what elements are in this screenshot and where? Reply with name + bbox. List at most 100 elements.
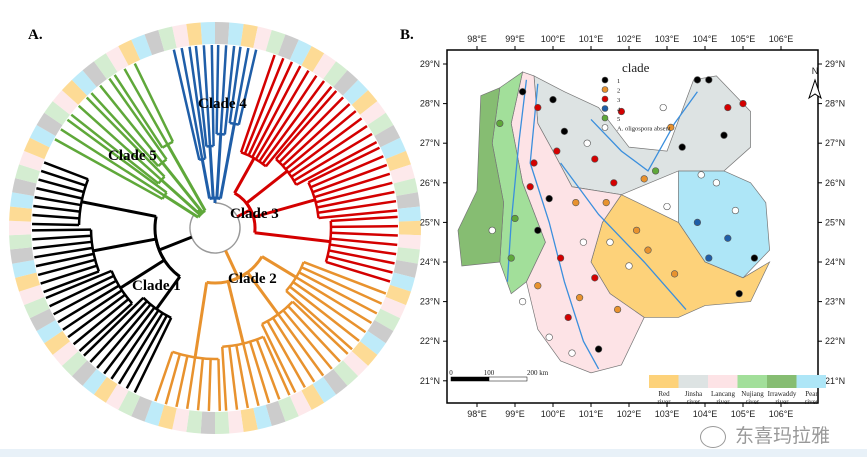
- tip-label-band: [351, 90, 378, 115]
- river-word: river: [775, 398, 789, 406]
- tip-branch: [303, 260, 387, 295]
- river-name: Jinsha: [685, 390, 703, 398]
- sample-site: [632, 226, 641, 234]
- sample-site: [488, 226, 496, 234]
- tip-label-band: [393, 178, 418, 197]
- tip-branch: [317, 199, 397, 214]
- river-line: [560, 162, 687, 310]
- tip-label-band: [93, 53, 118, 80]
- sample-site: [697, 171, 705, 179]
- tip-branch: [233, 47, 250, 125]
- tip-branch: [33, 204, 81, 213]
- branch-arc: [237, 271, 249, 280]
- sample-site: [534, 226, 542, 234]
- lat-tick-label-left: 22°N: [420, 336, 440, 346]
- branch: [246, 271, 280, 316]
- sample-site: [545, 195, 553, 203]
- tip-label-band: [374, 125, 401, 148]
- lon-tick-label-bottom: 98°E: [467, 409, 487, 419]
- tip-branch: [228, 345, 239, 410]
- tip-branch: [43, 270, 100, 294]
- tip-label-band: [10, 192, 34, 209]
- lon-tick-label-top: 98°E: [467, 34, 487, 44]
- tip-branch: [264, 85, 333, 168]
- lon-tick-label-bottom: 106°E: [769, 409, 794, 419]
- tip-branch: [325, 260, 391, 283]
- river-word: river: [805, 398, 819, 406]
- branch-arc: [206, 276, 239, 285]
- tip-label-band: [105, 46, 129, 73]
- sample-site: [739, 99, 747, 108]
- river-legend-label: Jinsha river: [685, 390, 703, 406]
- sample-site: [591, 155, 599, 163]
- tip-branch: [72, 298, 130, 346]
- tip-branch: [243, 57, 285, 155]
- tip-branch: [40, 169, 87, 187]
- tip-label-band: [333, 360, 359, 386]
- tip-branch: [66, 118, 168, 194]
- legend-marker: [601, 105, 609, 112]
- tip-branch: [108, 77, 168, 161]
- river-word: river: [716, 398, 730, 406]
- tip-branch: [307, 146, 381, 184]
- tip-branch: [54, 138, 164, 201]
- sample-site: [575, 294, 584, 302]
- tip-branch: [275, 90, 338, 160]
- tip-label-band: [131, 34, 153, 60]
- tip-label-band: [389, 272, 415, 292]
- sample-site: [693, 76, 702, 84]
- tip-branch: [260, 323, 297, 394]
- tip-label-band: [240, 407, 258, 432]
- sample-site: [518, 88, 527, 96]
- tip-branch: [295, 140, 378, 186]
- tip-branch: [67, 293, 126, 339]
- lat-tick-label-right: 25°N: [825, 217, 845, 227]
- tip-label-band: [359, 330, 386, 355]
- tip-branch: [110, 309, 160, 380]
- tip-branch: [35, 252, 94, 268]
- tip-label-band: [393, 259, 418, 278]
- legend-label: 1: [617, 78, 620, 85]
- tip-branch: [207, 358, 212, 411]
- tip-label-band: [186, 410, 203, 434]
- tip-label-band: [253, 26, 272, 52]
- branch: [155, 275, 182, 310]
- tip-branch: [32, 222, 80, 227]
- sample-site: [530, 159, 538, 167]
- sample-site: [549, 96, 557, 104]
- tip-label-band: [19, 284, 45, 306]
- tip-branch: [261, 80, 326, 165]
- tip-branch: [223, 45, 236, 135]
- sample-site: [693, 218, 702, 226]
- sample-site: [591, 274, 599, 282]
- legend-label: 2: [617, 88, 620, 95]
- branch: [215, 134, 223, 199]
- sample-site: [579, 238, 588, 246]
- legend-marker: [601, 114, 609, 122]
- sample-site: [511, 214, 519, 223]
- tip-branch: [237, 49, 258, 125]
- tip-branch: [293, 132, 373, 182]
- sample-site: [507, 254, 515, 262]
- branch: [119, 258, 166, 290]
- panel-a-label: A.: [28, 27, 43, 43]
- branch-arc: [285, 261, 305, 292]
- river-legend-swatch: [796, 375, 826, 388]
- tip-branch: [290, 125, 368, 178]
- branch: [163, 194, 199, 219]
- sample-site: [663, 202, 671, 211]
- tip-label-band: [71, 70, 97, 96]
- lon-tick-label-bottom: 104°E: [693, 409, 718, 419]
- lon-tick-label-bottom: 100°E: [541, 409, 566, 419]
- tip-label-band: [19, 150, 45, 172]
- sample-site: [564, 313, 572, 322]
- tip-branch: [49, 274, 115, 308]
- tip-label-band: [82, 61, 107, 88]
- tip-label-band: [12, 178, 37, 197]
- tip-branch: [254, 70, 310, 160]
- lat-tick-label-right: 26°N: [825, 178, 845, 188]
- clade-label: Clade 4: [198, 96, 247, 112]
- tip-branch: [295, 276, 373, 325]
- sample-site: [750, 254, 759, 262]
